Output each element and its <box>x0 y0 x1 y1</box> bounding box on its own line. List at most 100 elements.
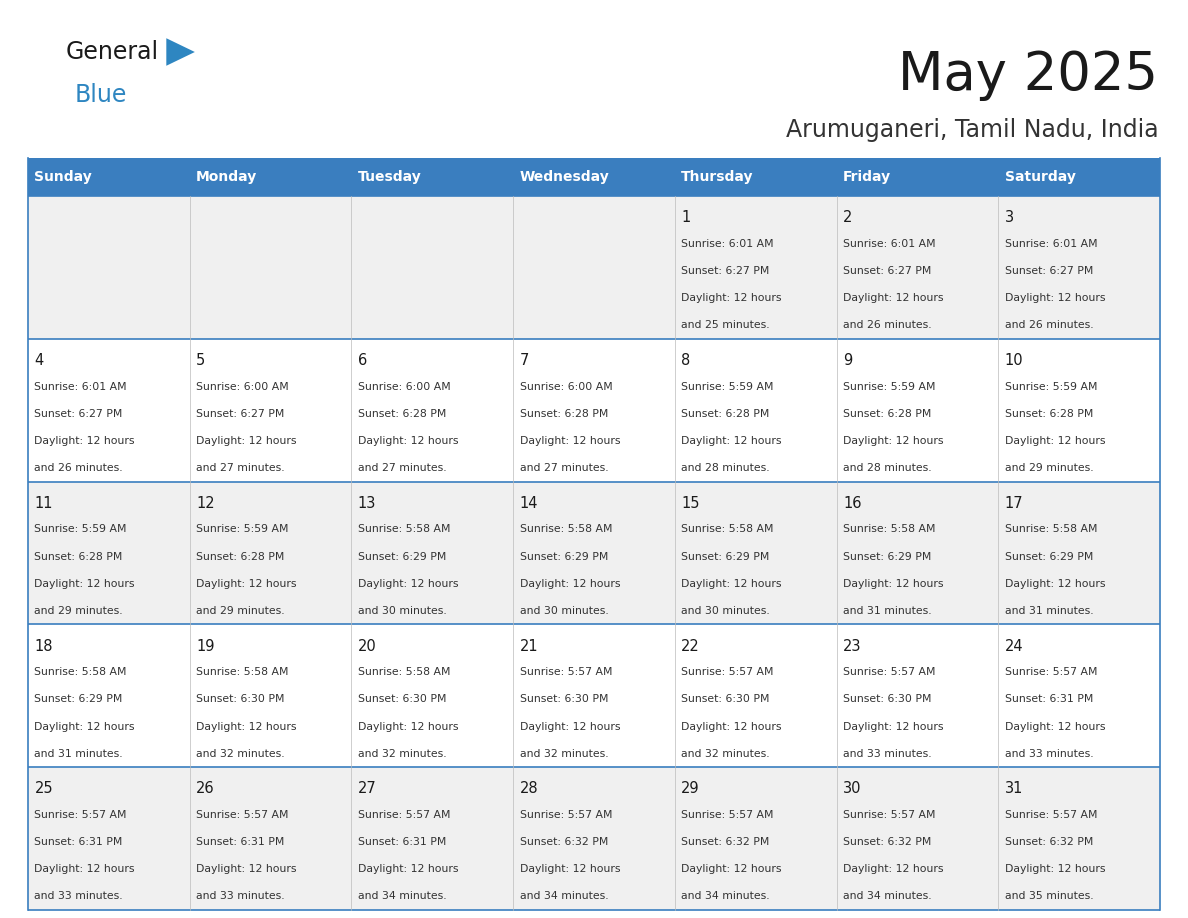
Text: and 27 minutes.: and 27 minutes. <box>519 463 608 473</box>
Text: Sunset: 6:27 PM: Sunset: 6:27 PM <box>196 409 285 419</box>
Text: Daylight: 12 hours: Daylight: 12 hours <box>843 436 943 446</box>
Text: Daylight: 12 hours: Daylight: 12 hours <box>358 578 459 588</box>
Text: Daylight: 12 hours: Daylight: 12 hours <box>358 865 459 874</box>
Text: Sunrise: 5:59 AM: Sunrise: 5:59 AM <box>843 382 935 392</box>
Text: 1: 1 <box>682 210 690 225</box>
Text: Monday: Monday <box>196 170 258 184</box>
Bar <box>675 158 836 196</box>
Text: 22: 22 <box>682 639 700 654</box>
Text: and 32 minutes.: and 32 minutes. <box>682 749 770 758</box>
Text: Sunset: 6:30 PM: Sunset: 6:30 PM <box>519 694 608 704</box>
Text: Daylight: 12 hours: Daylight: 12 hours <box>1005 436 1105 446</box>
Text: Sunrise: 6:00 AM: Sunrise: 6:00 AM <box>358 382 450 392</box>
Text: Daylight: 12 hours: Daylight: 12 hours <box>196 578 297 588</box>
Text: 20: 20 <box>358 639 377 654</box>
Text: Daylight: 12 hours: Daylight: 12 hours <box>196 865 297 874</box>
Text: and 26 minutes.: and 26 minutes. <box>1005 320 1093 330</box>
Text: Daylight: 12 hours: Daylight: 12 hours <box>843 293 943 303</box>
Text: Sunrise: 5:57 AM: Sunrise: 5:57 AM <box>843 810 935 820</box>
Text: 3: 3 <box>1005 210 1013 225</box>
Text: 5: 5 <box>196 353 206 368</box>
Text: Daylight: 12 hours: Daylight: 12 hours <box>682 722 782 732</box>
Text: Sunrise: 6:01 AM: Sunrise: 6:01 AM <box>34 382 127 392</box>
Text: 13: 13 <box>358 496 377 511</box>
Text: Daylight: 12 hours: Daylight: 12 hours <box>34 722 135 732</box>
Text: and 25 minutes.: and 25 minutes. <box>682 320 770 330</box>
Bar <box>513 158 675 196</box>
Text: and 32 minutes.: and 32 minutes. <box>358 749 447 758</box>
Text: 4: 4 <box>34 353 44 368</box>
Text: and 26 minutes.: and 26 minutes. <box>843 320 931 330</box>
Text: and 29 minutes.: and 29 minutes. <box>34 606 124 616</box>
Text: and 32 minutes.: and 32 minutes. <box>196 749 285 758</box>
Text: Sunrise: 5:58 AM: Sunrise: 5:58 AM <box>358 524 450 534</box>
Text: Sunset: 6:30 PM: Sunset: 6:30 PM <box>358 694 447 704</box>
Text: 11: 11 <box>34 496 53 511</box>
Text: and 30 minutes.: and 30 minutes. <box>358 606 447 616</box>
Text: 26: 26 <box>196 781 215 797</box>
Text: 24: 24 <box>1005 639 1023 654</box>
Text: Sunset: 6:30 PM: Sunset: 6:30 PM <box>843 694 931 704</box>
Text: Sunset: 6:27 PM: Sunset: 6:27 PM <box>682 266 770 276</box>
Text: Daylight: 12 hours: Daylight: 12 hours <box>682 293 782 303</box>
Text: and 34 minutes.: and 34 minutes. <box>519 891 608 901</box>
Polygon shape <box>166 39 195 66</box>
Text: Thursday: Thursday <box>682 170 754 184</box>
Text: Sunset: 6:28 PM: Sunset: 6:28 PM <box>519 409 608 419</box>
Text: 23: 23 <box>843 639 861 654</box>
Text: and 27 minutes.: and 27 minutes. <box>358 463 447 473</box>
Text: 31: 31 <box>1005 781 1023 797</box>
Text: Wednesday: Wednesday <box>519 170 609 184</box>
Text: Sunset: 6:31 PM: Sunset: 6:31 PM <box>34 837 122 847</box>
Text: Sunrise: 6:01 AM: Sunrise: 6:01 AM <box>843 239 936 249</box>
Text: Sunset: 6:31 PM: Sunset: 6:31 PM <box>358 837 447 847</box>
Text: and 28 minutes.: and 28 minutes. <box>843 463 931 473</box>
Text: Sunrise: 5:57 AM: Sunrise: 5:57 AM <box>196 810 289 820</box>
Text: 30: 30 <box>843 781 861 797</box>
Text: Sunrise: 5:57 AM: Sunrise: 5:57 AM <box>1005 667 1098 677</box>
Text: Sunrise: 5:57 AM: Sunrise: 5:57 AM <box>34 810 127 820</box>
Text: Sunrise: 5:57 AM: Sunrise: 5:57 AM <box>358 810 450 820</box>
Text: Sunset: 6:30 PM: Sunset: 6:30 PM <box>682 694 770 704</box>
Text: Sunrise: 6:01 AM: Sunrise: 6:01 AM <box>682 239 773 249</box>
Text: Daylight: 12 hours: Daylight: 12 hours <box>1005 293 1105 303</box>
Text: 27: 27 <box>358 781 377 797</box>
Text: Sunrise: 5:59 AM: Sunrise: 5:59 AM <box>682 382 773 392</box>
Text: Sunset: 6:27 PM: Sunset: 6:27 PM <box>34 409 122 419</box>
Text: Sunset: 6:28 PM: Sunset: 6:28 PM <box>682 409 770 419</box>
Text: and 27 minutes.: and 27 minutes. <box>196 463 285 473</box>
Text: Sunset: 6:27 PM: Sunset: 6:27 PM <box>843 266 931 276</box>
Text: 15: 15 <box>682 496 700 511</box>
Text: and 33 minutes.: and 33 minutes. <box>196 891 285 901</box>
Text: Daylight: 12 hours: Daylight: 12 hours <box>1005 865 1105 874</box>
Text: and 30 minutes.: and 30 minutes. <box>519 606 608 616</box>
Text: Tuesday: Tuesday <box>358 170 422 184</box>
Text: and 26 minutes.: and 26 minutes. <box>34 463 124 473</box>
Text: Daylight: 12 hours: Daylight: 12 hours <box>1005 722 1105 732</box>
Text: Sunrise: 6:01 AM: Sunrise: 6:01 AM <box>1005 239 1098 249</box>
Text: Sunset: 6:32 PM: Sunset: 6:32 PM <box>843 837 931 847</box>
Text: Daylight: 12 hours: Daylight: 12 hours <box>358 722 459 732</box>
Text: Daylight: 12 hours: Daylight: 12 hours <box>34 578 135 588</box>
Text: and 33 minutes.: and 33 minutes. <box>1005 749 1093 758</box>
Text: Sunset: 6:32 PM: Sunset: 6:32 PM <box>682 837 770 847</box>
Text: May 2025: May 2025 <box>898 49 1158 101</box>
Text: Daylight: 12 hours: Daylight: 12 hours <box>843 578 943 588</box>
Text: Sunrise: 5:58 AM: Sunrise: 5:58 AM <box>519 524 612 534</box>
Text: Saturday: Saturday <box>1005 170 1075 184</box>
Text: 10: 10 <box>1005 353 1023 368</box>
Text: 6: 6 <box>358 353 367 368</box>
Text: Sunrise: 5:59 AM: Sunrise: 5:59 AM <box>34 524 127 534</box>
Text: Blue: Blue <box>75 83 127 107</box>
Text: Sunrise: 6:00 AM: Sunrise: 6:00 AM <box>196 382 289 392</box>
Text: 18: 18 <box>34 639 53 654</box>
Text: 29: 29 <box>682 781 700 797</box>
Text: Daylight: 12 hours: Daylight: 12 hours <box>843 865 943 874</box>
Text: and 35 minutes.: and 35 minutes. <box>1005 891 1093 901</box>
Text: Sunset: 6:28 PM: Sunset: 6:28 PM <box>843 409 931 419</box>
Text: Sunrise: 5:58 AM: Sunrise: 5:58 AM <box>34 667 127 677</box>
Bar <box>29 158 190 196</box>
Text: Sunset: 6:32 PM: Sunset: 6:32 PM <box>1005 837 1093 847</box>
Bar <box>29 339 1159 482</box>
Text: and 29 minutes.: and 29 minutes. <box>1005 463 1093 473</box>
